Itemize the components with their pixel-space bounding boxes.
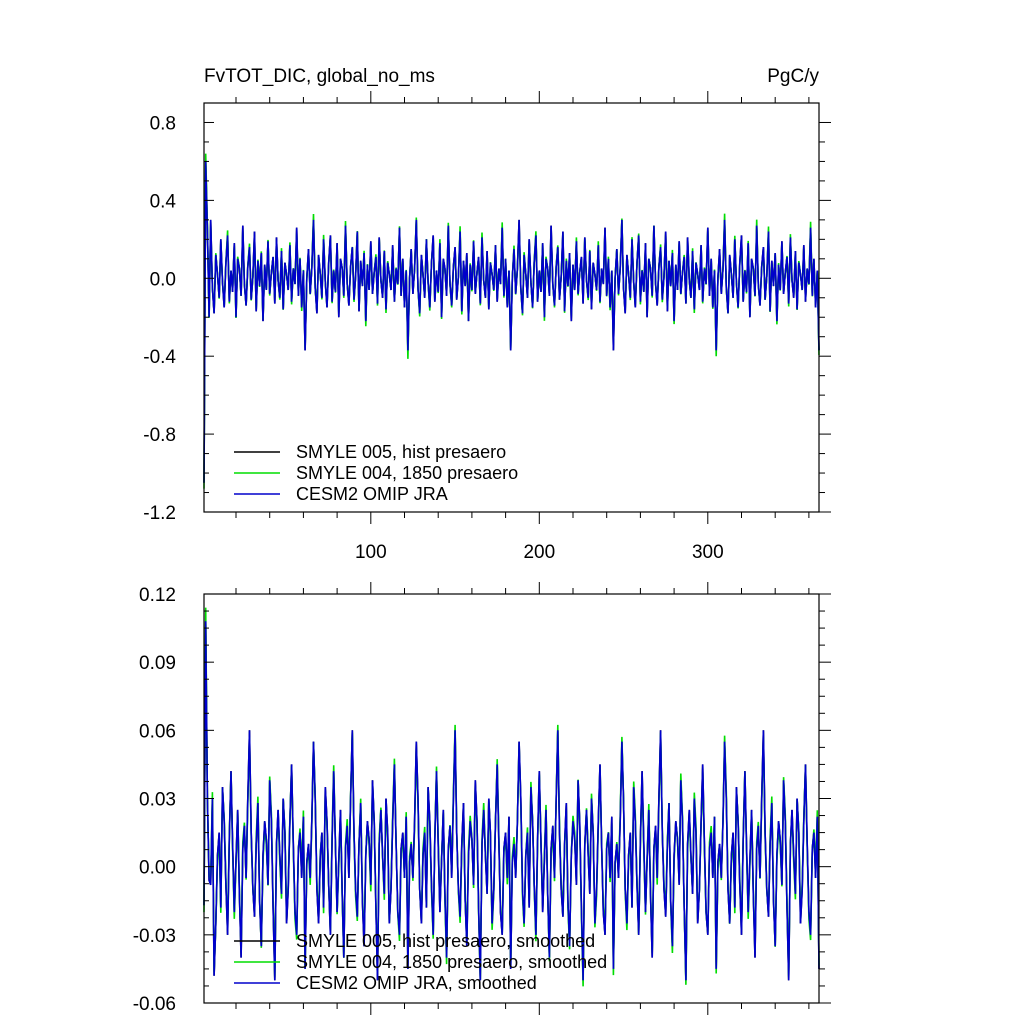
panel-bottom-series xyxy=(203,607,820,987)
panel-top: FvTOT_DIC, global_no_ms PgC/y -1.2 -0.8 -0… xyxy=(143,66,831,563)
y-tick-label: -1.2 xyxy=(143,503,176,524)
legend-label: SMYLE 005, hist presaero, smoothed xyxy=(296,931,595,951)
panel-top-units: PgC/y xyxy=(767,66,819,87)
y-tick-label: 0.12 xyxy=(139,585,176,606)
panel-top-axes: -1.2 -0.8 -0.4 0.0 0.4 0.8 100 200 300 xyxy=(143,91,831,563)
legend-label: CESM2 OMIP JRA xyxy=(296,484,448,504)
y-tick-label: -0.8 xyxy=(143,425,176,446)
series-line-3 xyxy=(203,161,820,483)
panel-top-series xyxy=(203,153,820,489)
legend-label: SMYLE 005, hist presaero xyxy=(296,442,506,462)
x-tick-label: 300 xyxy=(692,542,724,563)
y-tick-label: 0.06 xyxy=(139,721,176,742)
legend-label: SMYLE 004, 1850 presaero xyxy=(296,463,518,483)
y-tick-label: 0.03 xyxy=(139,790,176,811)
y-tick-label: 0.0 xyxy=(150,269,176,290)
series-line-3 xyxy=(203,621,820,981)
y-tick-label: -0.4 xyxy=(143,347,176,368)
y-tick-label: 0.00 xyxy=(139,858,176,879)
panel-bottom-legend: SMYLE 005, hist presaero, smoothedSMYLE … xyxy=(234,931,607,993)
y-tick-label: -0.06 xyxy=(133,994,176,1015)
panel-top-title: FvTOT_DIC, global_no_ms xyxy=(204,66,435,87)
panel-bottom-axes: -0.06 -0.03 0.00 0.03 0.06 0.09 0.12 xyxy=(133,582,831,1015)
legend-label: CESM2 OMIP JRA, smoothed xyxy=(296,973,537,993)
y-tick-label: -0.03 xyxy=(133,926,176,947)
legend-label: SMYLE 004, 1850 presaero, smoothed xyxy=(296,952,607,972)
x-tick-label: 100 xyxy=(355,542,387,563)
x-tick-label: 200 xyxy=(523,542,555,563)
y-tick-label: 0.4 xyxy=(150,191,177,212)
y-tick-label: 0.09 xyxy=(139,653,176,674)
y-tick-label: 0.8 xyxy=(150,113,176,134)
panel-top-frame xyxy=(203,102,820,513)
panel-bottom: -0.06 -0.03 0.00 0.03 0.06 0.09 0.12 SMYLE 005… xyxy=(133,582,831,1015)
